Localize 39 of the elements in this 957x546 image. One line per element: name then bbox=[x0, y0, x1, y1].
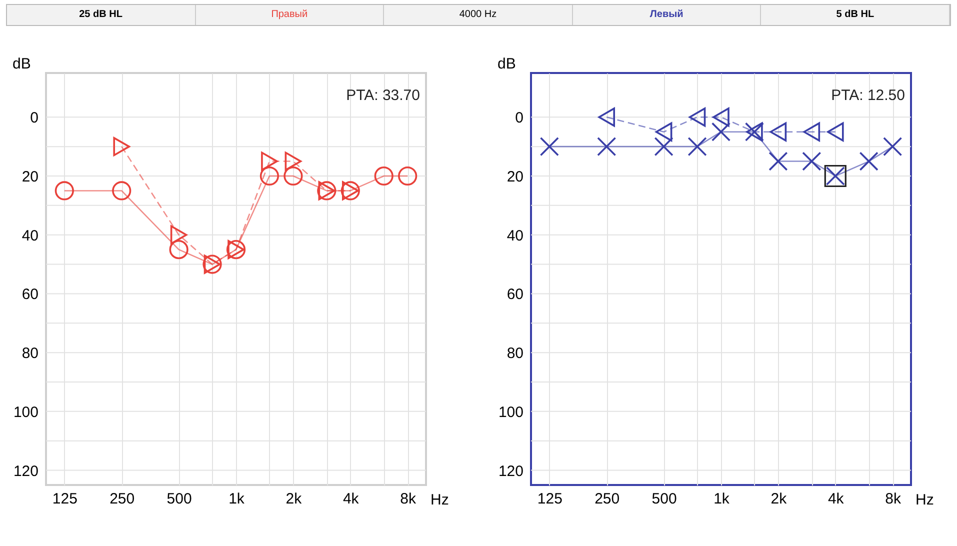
chart-title: Левый bbox=[572, 5, 762, 25]
y-tick-label: 120 bbox=[498, 462, 524, 480]
x-tick-label: 250 bbox=[110, 490, 135, 508]
x-tick-label: 500 bbox=[652, 490, 677, 508]
x-tick-label: 4k bbox=[828, 490, 844, 508]
y-axis-title: dB bbox=[12, 56, 31, 72]
y-tick-label: 120 bbox=[13, 462, 38, 480]
y-tick-label: 0 bbox=[515, 110, 524, 127]
annotation: PTA: 12.50 bbox=[831, 87, 905, 104]
x-tick-label: 8k bbox=[885, 490, 902, 508]
y-tick-label: 100 bbox=[498, 404, 524, 421]
x-axis-title: Hz bbox=[430, 492, 449, 508]
x-tick-label: 1k bbox=[714, 490, 730, 508]
y-tick-label: 80 bbox=[22, 345, 38, 362]
x-tick-label: 4k bbox=[342, 490, 360, 508]
y-tick-label: 40 bbox=[506, 227, 524, 244]
y-tick-label: 20 bbox=[22, 168, 38, 186]
chart-subtitle: 25 dB HL bbox=[7, 5, 196, 25]
x-tick-label: 2k bbox=[286, 490, 302, 508]
x-tick-label: 125 bbox=[537, 490, 562, 508]
x-tick-label: 2k bbox=[770, 490, 788, 508]
x-tick-label: 8k bbox=[400, 490, 417, 508]
y-tick-label: 40 bbox=[22, 227, 38, 244]
x-axis-title: Hz bbox=[916, 492, 934, 508]
x-tick-label: 1k bbox=[228, 490, 245, 508]
y-tick-label: 80 bbox=[506, 345, 524, 362]
y-axis-title: dB bbox=[498, 56, 516, 72]
y-tick-label: 60 bbox=[506, 286, 524, 304]
chart-subtitle: 5 dB HL bbox=[761, 5, 950, 25]
y-tick-label: 0 bbox=[30, 110, 38, 127]
text: 4000 Hz bbox=[384, 5, 573, 25]
annotation: PTA: 33.70 bbox=[346, 87, 420, 104]
x-tick-label: 500 bbox=[166, 490, 192, 508]
chart-title: Правый bbox=[196, 5, 384, 25]
x-tick-label: 250 bbox=[594, 490, 620, 508]
x-tick-label: 125 bbox=[52, 490, 78, 508]
y-tick-label: 60 bbox=[22, 286, 38, 304]
y-tick-label: 20 bbox=[506, 168, 524, 186]
y-tick-label: 100 bbox=[13, 404, 38, 421]
